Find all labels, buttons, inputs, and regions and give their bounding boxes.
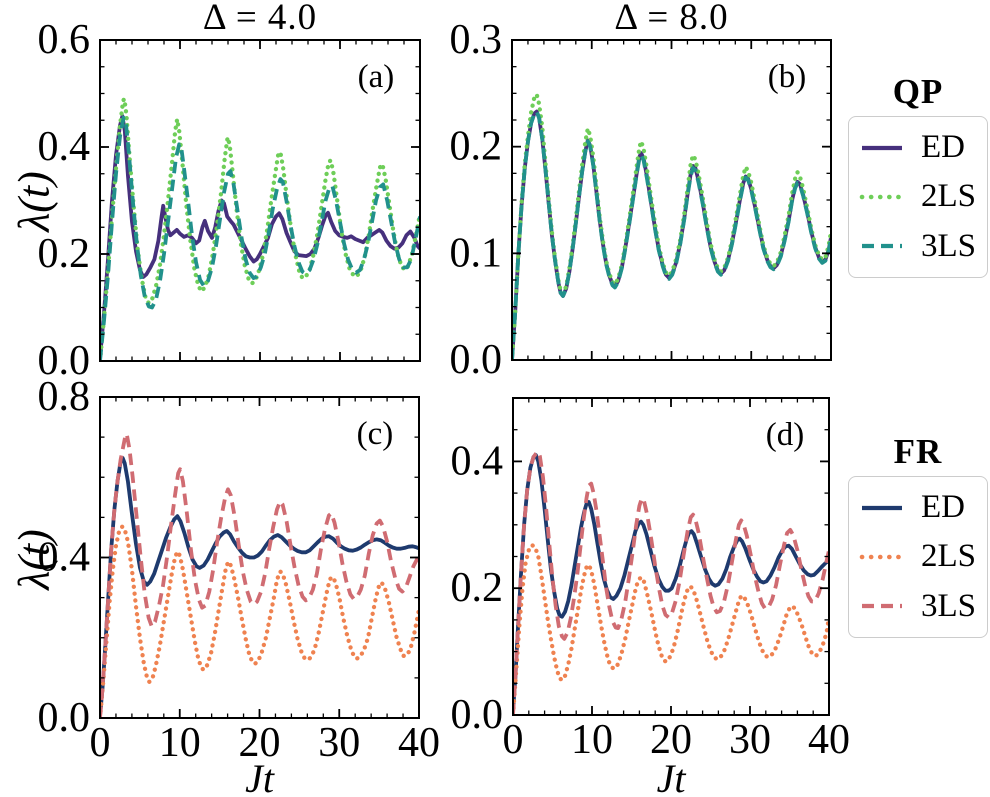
svg-text:0.2: 0.2 [38, 231, 91, 277]
dashed-line-swatch-icon [862, 604, 902, 609]
svg-text:40: 40 [398, 720, 440, 766]
legend-item-qp-3ls: 3LS [849, 228, 987, 265]
svg-text:20: 20 [650, 717, 692, 763]
x-axis-label-left: Jt [245, 756, 274, 797]
svg-text:0.2: 0.2 [450, 124, 503, 170]
svg-text:0.2: 0.2 [451, 565, 504, 611]
svg-text:0.0: 0.0 [38, 338, 91, 384]
legend-item-qp-ed: ED [849, 129, 987, 166]
legend-item-fr-2ls: 2LS [849, 538, 987, 575]
svg-text:0.0: 0.0 [451, 692, 504, 738]
svg-text:(d): (d) [766, 417, 804, 453]
dotted-line-swatch-icon [859, 194, 905, 200]
plot-panel-b: 0.0 0.1 0.2 0.3 (b) [450, 17, 832, 383]
legend-title-fr: FR [893, 432, 943, 471]
dashed-line-swatch-icon [862, 244, 902, 249]
plot-panel-d: 0.0 0.2 0.4 0 10 20 30 40 (d) [451, 397, 850, 763]
svg-text:0: 0 [503, 717, 524, 763]
column-title-delta-4: Δ = 4.0 [202, 0, 318, 38]
solid-line-swatch-icon [862, 505, 902, 510]
legend-item-label: ED [921, 489, 965, 526]
legend-item-label: ED [921, 129, 965, 166]
legend-item-label: 2LS [921, 178, 977, 215]
solid-line-swatch-icon [862, 145, 902, 150]
svg-text:0.4: 0.4 [38, 124, 91, 170]
svg-text:(b): (b) [768, 59, 806, 95]
column-title-delta-8: Δ = 8.0 [614, 0, 729, 38]
legend-box-fr: ED 2LS 3LS [848, 476, 988, 638]
svg-text:40: 40 [808, 717, 850, 763]
legend-item-label: 3LS [921, 587, 977, 624]
x-axis-label-right: Jt [656, 756, 686, 797]
svg-text:0.4: 0.4 [38, 535, 91, 581]
plot-panel-c: 0.0 0.4 0.8 0 10 20 30 40 (c) [38, 374, 441, 766]
svg-text:0.0: 0.0 [38, 695, 91, 741]
svg-text:10: 10 [159, 720, 201, 766]
svg-text:0.4: 0.4 [451, 438, 504, 484]
svg-text:30: 30 [729, 717, 771, 763]
legend-item-fr-ed: ED [849, 489, 987, 526]
legend-title-qp: QP [892, 72, 944, 111]
svg-text:0.3: 0.3 [450, 17, 503, 63]
svg-text:0: 0 [90, 720, 111, 766]
svg-text:20: 20 [239, 720, 281, 766]
svg-text:0.0: 0.0 [450, 337, 503, 383]
legend-box-qp: ED 2LS 3LS [848, 116, 988, 278]
legend-item-label: 3LS [921, 227, 977, 264]
svg-text:(a): (a) [358, 59, 395, 95]
svg-text:0.1: 0.1 [450, 230, 503, 276]
svg-text:30: 30 [318, 720, 360, 766]
legend-item-qp-2ls: 2LS [849, 178, 987, 215]
legend-item-label: 2LS [921, 538, 977, 575]
svg-text:0.8: 0.8 [38, 374, 91, 420]
plot-panel-a: 0.0 0.2 0.4 0.6 (a) [38, 17, 421, 384]
svg-text:(c): (c) [357, 416, 394, 452]
svg-text:0.6: 0.6 [38, 17, 91, 63]
dotted-line-swatch-icon [859, 554, 905, 560]
svg-text:10: 10 [571, 717, 613, 763]
legend-item-fr-3ls: 3LS [849, 588, 987, 625]
